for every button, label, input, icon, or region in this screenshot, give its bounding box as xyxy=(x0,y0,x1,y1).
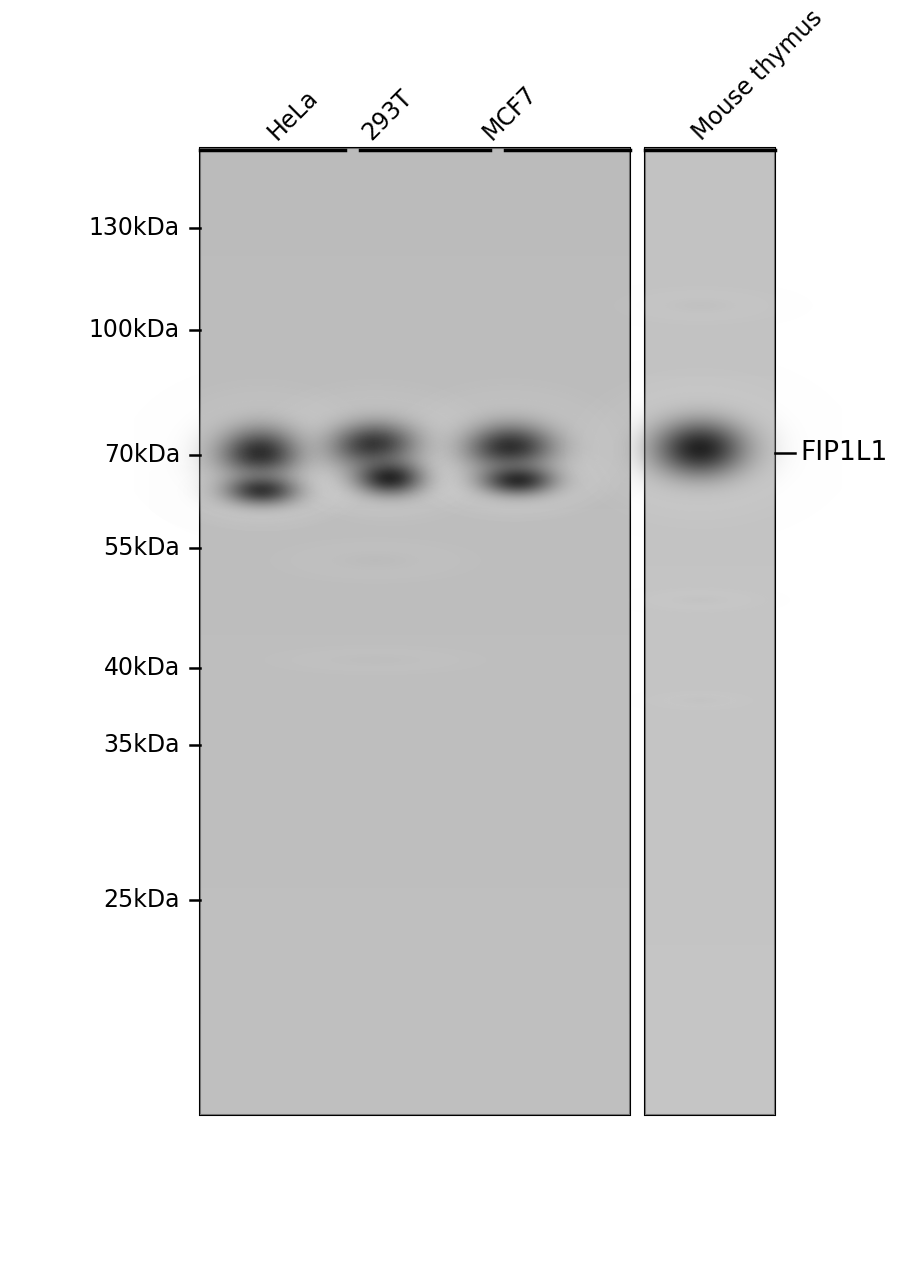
Text: Mouse thymus: Mouse thymus xyxy=(687,6,826,145)
Bar xyxy=(199,148,630,1115)
Text: 40kDa: 40kDa xyxy=(104,655,179,680)
Text: MCF7: MCF7 xyxy=(477,82,540,145)
Bar xyxy=(644,148,774,1115)
Text: 130kDa: 130kDa xyxy=(88,216,179,241)
Text: 100kDa: 100kDa xyxy=(88,317,179,342)
Text: 55kDa: 55kDa xyxy=(103,536,179,561)
Text: HeLa: HeLa xyxy=(262,86,322,145)
Text: FIP1L1: FIP1L1 xyxy=(799,440,887,466)
Text: 70kDa: 70kDa xyxy=(104,443,179,467)
Text: 35kDa: 35kDa xyxy=(104,733,179,756)
Text: 25kDa: 25kDa xyxy=(104,888,179,911)
Text: 293T: 293T xyxy=(357,86,417,145)
